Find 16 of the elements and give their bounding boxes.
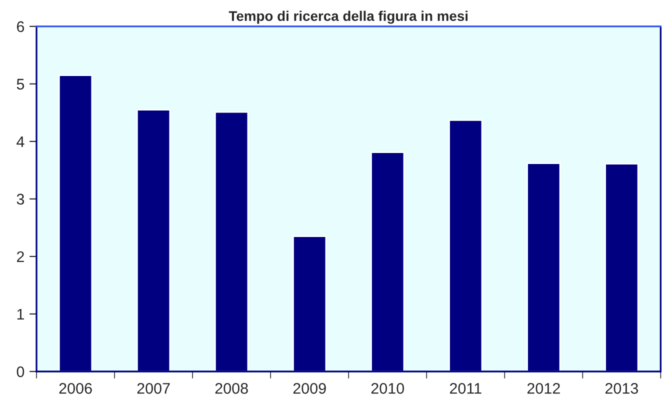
x-tick-label: 2010	[371, 383, 404, 394]
y-tick-label: 5	[16, 78, 24, 90]
x-tick-label: 2007	[137, 383, 170, 394]
y-tick-label: 2	[16, 251, 24, 262]
x-tick-label: 2011	[450, 383, 482, 394]
y-tick-label: 3	[16, 194, 24, 205]
x-tick-label: 2008	[215, 383, 248, 394]
y-tick-label: 4	[16, 136, 24, 147]
x-tick-label: 2009	[293, 383, 326, 394]
y-tick-label: 0	[16, 366, 24, 378]
chart-title: Tempo di ricerca della figura in mesi	[228, 10, 468, 24]
x-tick-label: 2013	[605, 383, 638, 394]
x-tick-label: 2012	[527, 383, 560, 394]
x-tick-label: 2006	[59, 383, 92, 394]
y-tick-label: 1	[17, 309, 24, 320]
y-tick-label: 6	[16, 21, 24, 32]
